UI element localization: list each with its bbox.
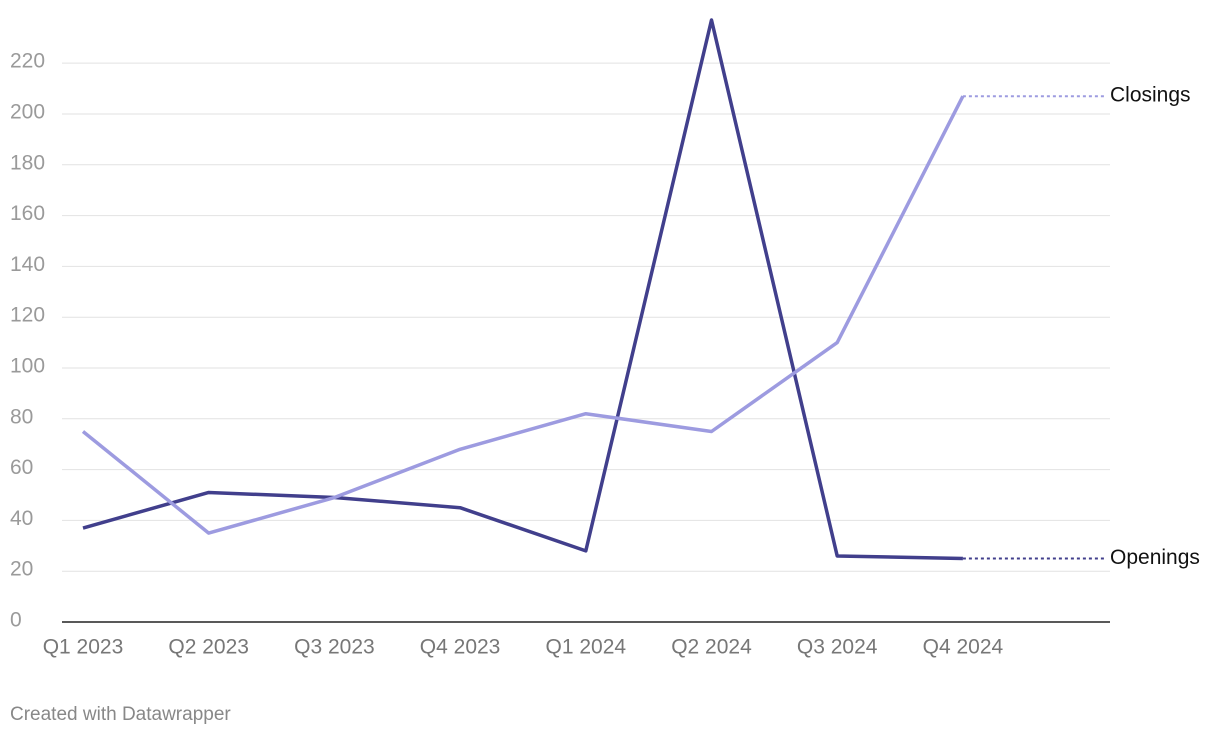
y-tick-label: 40	[10, 507, 33, 530]
y-tick-label: 20	[10, 558, 33, 581]
y-tick-label: 60	[10, 456, 33, 479]
y-tick-label: 140	[10, 253, 45, 276]
series-line	[82, 18, 963, 561]
x-tick-label: Q2 2024	[671, 636, 752, 659]
series-label: Openings	[1110, 546, 1200, 569]
x-tick-label: Q1 2023	[43, 636, 124, 659]
y-tick-label: 100	[10, 355, 45, 378]
x-tick-label: Q2 2023	[168, 636, 249, 659]
y-tick-label: 220	[10, 50, 45, 73]
series-label: Closings	[1110, 84, 1191, 107]
x-tick-label: Q3 2024	[797, 636, 878, 659]
series-line	[81, 95, 965, 535]
y-tick-label: 0	[10, 609, 22, 632]
y-tick-label: 200	[10, 101, 45, 124]
x-tick-label: Q4 2024	[923, 636, 1004, 659]
y-tick-label: 160	[10, 202, 45, 225]
y-tick-label: 80	[10, 405, 33, 428]
y-tick-label: 120	[10, 304, 45, 327]
y-tick-label: 180	[10, 151, 45, 174]
x-tick-label: Q3 2023	[294, 636, 375, 659]
footer: Created with Datawrapper	[10, 704, 231, 725]
x-tick-label: Q1 2024	[546, 636, 627, 659]
x-tick-label: Q4 2023	[420, 636, 501, 659]
